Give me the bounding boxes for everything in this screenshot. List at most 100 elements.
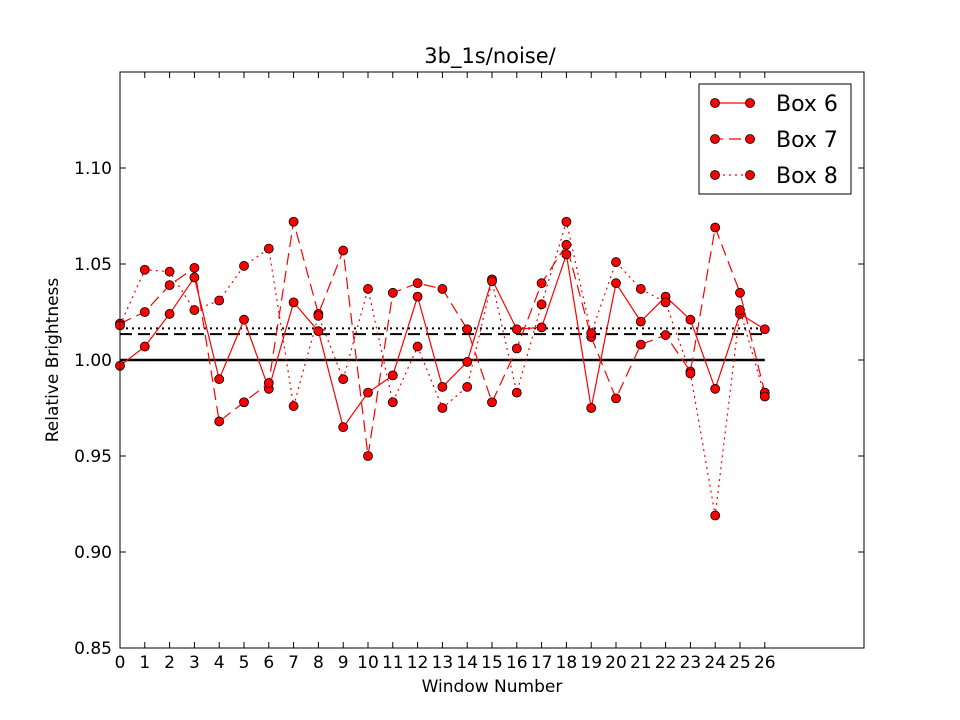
data-point-1-17 — [536, 278, 547, 289]
legend-label-2: Box 8 — [776, 164, 838, 189]
legend-marker-end-1 — [745, 134, 755, 144]
data-point-0-21 — [635, 316, 646, 327]
x-tick-label-1: 1 — [139, 653, 150, 673]
legend-marker-start-1 — [710, 134, 720, 144]
y-tick-label-0: 0.85 — [74, 639, 112, 659]
data-point-0-26 — [759, 324, 770, 335]
data-point-0-1 — [139, 341, 150, 352]
plot-area: 0 1 2 3 4 5 6 7 8 9 10 11 12 13 14 15 16 17 18 19 20 21 22 23 24… — [74, 72, 864, 673]
data-point-1-3 — [189, 262, 200, 273]
data-point-0-19 — [586, 403, 597, 413]
y-axis-label: Relative Brightness — [43, 278, 63, 443]
data-point-1-21 — [635, 339, 646, 350]
x-tick-label-22: 22 — [655, 653, 677, 673]
data-point-0-2 — [164, 309, 175, 319]
data-point-2-20 — [611, 257, 621, 267]
legend-marker-start-0 — [710, 98, 720, 108]
data-point-0-24 — [710, 383, 721, 394]
x-tick-label-25: 25 — [729, 653, 751, 673]
data-point-1-11 — [387, 287, 398, 298]
data-point-1-14 — [462, 324, 473, 335]
legend: Box 6 Box 7 Box 8 — [698, 83, 852, 195]
data-point-1-10 — [363, 451, 373, 461]
data-point-0-14 — [462, 357, 473, 367]
x-tick-label-24: 24 — [704, 653, 726, 673]
plot-frame — [119, 71, 865, 649]
data-point-0-13 — [437, 381, 448, 392]
data-point-1-5 — [239, 397, 249, 408]
legend-marker-end-0 — [745, 98, 755, 108]
x-tick-label-0: 0 — [115, 653, 126, 673]
x-tick-label-16: 16 — [506, 653, 528, 673]
data-point-1-25 — [735, 287, 745, 298]
data-point-2-11 — [387, 397, 398, 408]
x-tick-label-13: 13 — [432, 653, 454, 673]
data-point-1-24 — [710, 222, 721, 233]
data-point-0-4 — [214, 374, 225, 385]
data-point-0-16 — [511, 324, 522, 335]
data-point-0-23 — [685, 314, 696, 325]
legend-label-1: Box 7 — [776, 128, 838, 153]
x-tick-label-21: 21 — [630, 653, 652, 673]
x-tick-label-11: 11 — [382, 653, 404, 673]
data-point-1-9 — [338, 245, 349, 256]
x-tick-label-3: 3 — [189, 653, 200, 673]
data-point-0-7 — [288, 297, 299, 308]
data-point-1-20 — [611, 393, 621, 404]
data-point-2-15 — [487, 276, 497, 287]
data-point-2-25 — [735, 305, 745, 315]
x-tick-label-5: 5 — [239, 653, 250, 673]
x-tick-label-8: 8 — [313, 653, 324, 673]
data-point-2-13 — [437, 403, 448, 413]
data-point-1-4 — [214, 416, 225, 427]
data-point-2-21 — [635, 284, 646, 294]
legend-marker-start-2 — [710, 170, 720, 180]
data-point-2-4 — [214, 295, 225, 306]
data-point-1-18 — [561, 239, 572, 250]
series-line-0 — [119, 254, 766, 429]
data-point-1-16 — [511, 343, 522, 354]
data-point-2-10 — [363, 284, 373, 294]
data-point-0-9 — [338, 422, 349, 433]
data-point-2-12 — [412, 341, 423, 352]
data-point-2-16 — [511, 387, 522, 398]
data-point-1-22 — [660, 330, 671, 340]
data-point-2-23 — [685, 368, 696, 379]
data-point-0-12 — [412, 291, 423, 302]
x-tick-label-2: 2 — [164, 653, 175, 673]
y-tick-label-5: 1.10 — [74, 159, 112, 179]
chart-title: 3b_1s/noise/ — [424, 44, 556, 69]
data-point-2-5 — [239, 261, 249, 271]
y-tick-label-1: 0.90 — [74, 543, 112, 563]
data-point-2-3 — [189, 305, 200, 315]
x-tick-label-6: 6 — [263, 653, 274, 673]
data-point-2-7 — [288, 401, 299, 411]
data-point-2-22 — [660, 297, 671, 308]
data-point-1-2 — [164, 280, 175, 291]
x-tick-label-23: 23 — [680, 653, 702, 673]
x-tick-label-7: 7 — [288, 653, 299, 673]
data-point-1-1 — [139, 307, 150, 317]
data-point-0-8 — [313, 326, 324, 337]
x-tick-label-18: 18 — [556, 653, 578, 673]
legend-marker-end-2 — [745, 170, 755, 180]
data-point-0-20 — [611, 278, 621, 289]
data-point-0-17 — [536, 322, 547, 333]
legend-label-0: Box 6 — [776, 92, 838, 117]
legend-box — [698, 83, 852, 195]
y-tick-label-4: 1.05 — [74, 255, 112, 275]
x-tick-label-10: 10 — [357, 653, 379, 673]
data-point-1-15 — [487, 397, 497, 408]
x-tick-label-17: 17 — [531, 653, 553, 673]
y-tick-label-2: 0.95 — [74, 447, 112, 467]
data-point-2-17 — [536, 299, 547, 310]
x-tick-label-26: 26 — [754, 653, 776, 673]
x-tick-label-14: 14 — [456, 653, 478, 673]
data-point-1-6 — [263, 378, 274, 388]
data-point-1-7 — [288, 216, 299, 227]
x-axis-label: Window Number — [422, 677, 563, 697]
data-point-2-18 — [561, 216, 572, 227]
data-point-0-11 — [387, 370, 398, 381]
data-point-0-3 — [189, 272, 200, 283]
